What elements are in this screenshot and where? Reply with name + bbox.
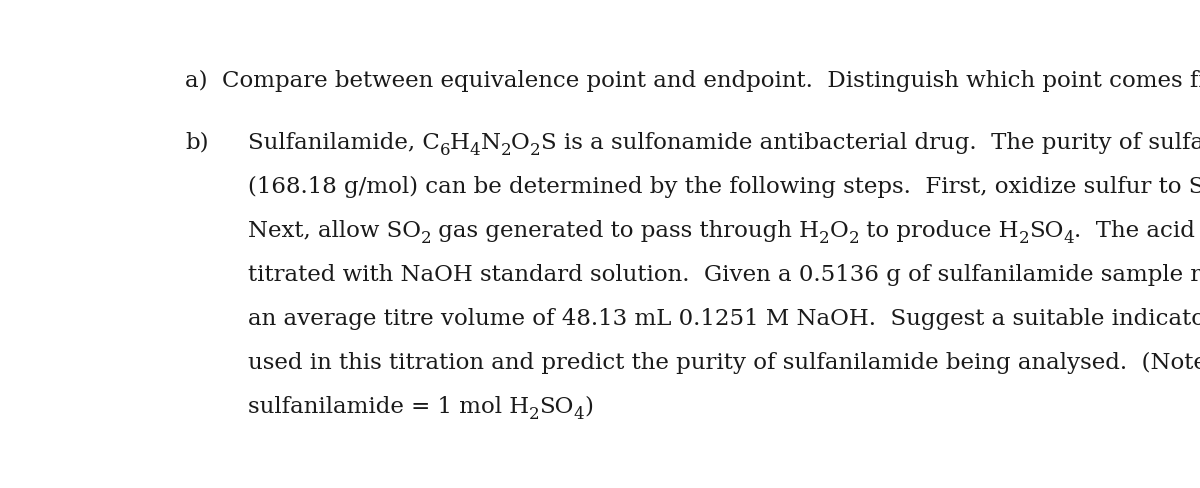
Text: Next, allow SO: Next, allow SO — [247, 220, 421, 242]
Text: O: O — [511, 132, 530, 154]
Text: O: O — [830, 220, 848, 242]
Text: 6: 6 — [439, 142, 450, 159]
Text: S is a sulfonamide antibacterial drug.  The purity of sulfanilamide: S is a sulfonamide antibacterial drug. T… — [540, 132, 1200, 154]
Text: ): ) — [584, 396, 593, 418]
Text: an average titre volume of 48.13 mL 0.1251 M NaOH.  Suggest a suitable indicator: an average titre volume of 48.13 mL 0.12… — [247, 307, 1200, 329]
Text: used in this titration and predict the purity of sulfanilamide being analysed.  : used in this titration and predict the p… — [247, 351, 1200, 373]
Text: (168.18 g/mol) can be determined by the following steps.  First, oxidize sulfur : (168.18 g/mol) can be determined by the … — [247, 176, 1200, 198]
Text: a)  Compare between equivalence point and endpoint.  Distinguish which point com: a) Compare between equivalence point and… — [185, 70, 1200, 92]
Text: H: H — [450, 132, 470, 154]
Text: Sulfanilamide, C: Sulfanilamide, C — [247, 132, 439, 154]
Text: 2: 2 — [848, 230, 859, 247]
Text: b): b) — [185, 132, 209, 154]
Text: SO: SO — [1030, 220, 1063, 242]
Text: 2: 2 — [1019, 230, 1030, 247]
Text: SO: SO — [540, 396, 574, 418]
Text: 2: 2 — [421, 230, 431, 247]
Text: N: N — [480, 132, 500, 154]
Text: 2: 2 — [500, 142, 511, 159]
Text: 4: 4 — [1063, 230, 1074, 247]
Text: 2: 2 — [820, 230, 830, 247]
Text: 4: 4 — [574, 406, 584, 423]
Text: .  The acid is then: . The acid is then — [1074, 220, 1200, 242]
Text: 2: 2 — [530, 142, 540, 159]
Text: to produce H: to produce H — [859, 220, 1019, 242]
Text: titrated with NaOH standard solution.  Given a 0.5136 g of sulfanilamide sample : titrated with NaOH standard solution. Gi… — [247, 264, 1200, 285]
Text: 2: 2 — [529, 406, 540, 423]
Text: 4: 4 — [470, 142, 480, 159]
Text: sulfanilamide = 1 mol H: sulfanilamide = 1 mol H — [247, 396, 529, 418]
Text: gas generated to pass through H: gas generated to pass through H — [431, 220, 820, 242]
